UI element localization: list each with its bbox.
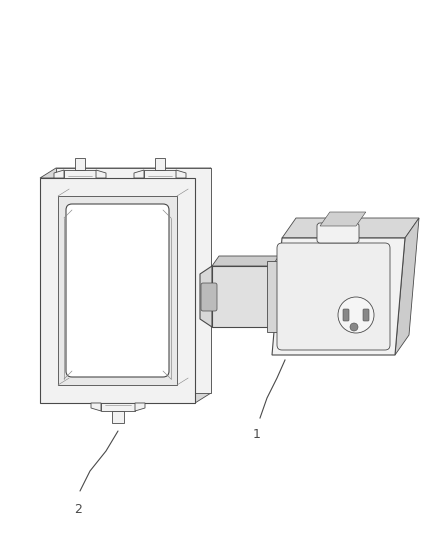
Text: 1: 1: [253, 428, 261, 441]
Polygon shape: [134, 170, 144, 178]
Polygon shape: [320, 212, 366, 226]
Polygon shape: [40, 168, 211, 178]
Polygon shape: [272, 238, 405, 355]
Polygon shape: [101, 403, 135, 411]
Polygon shape: [135, 403, 145, 411]
Text: 2: 2: [74, 503, 82, 516]
Polygon shape: [282, 218, 419, 238]
FancyBboxPatch shape: [277, 243, 390, 350]
FancyBboxPatch shape: [66, 204, 169, 377]
Polygon shape: [267, 261, 280, 332]
FancyBboxPatch shape: [343, 309, 349, 321]
Text: 115V AC: 115V AC: [337, 272, 375, 281]
Circle shape: [350, 323, 358, 331]
Polygon shape: [64, 170, 96, 178]
Polygon shape: [56, 168, 211, 393]
Polygon shape: [75, 158, 85, 170]
FancyBboxPatch shape: [317, 223, 359, 243]
Polygon shape: [195, 168, 211, 403]
Circle shape: [338, 297, 374, 333]
FancyBboxPatch shape: [201, 283, 217, 311]
Polygon shape: [40, 178, 195, 403]
Polygon shape: [144, 170, 176, 178]
Polygon shape: [212, 266, 272, 327]
Polygon shape: [54, 170, 64, 178]
Polygon shape: [200, 266, 212, 327]
Polygon shape: [176, 170, 186, 178]
Text: 150W: 150W: [342, 287, 370, 295]
Polygon shape: [155, 158, 165, 170]
Polygon shape: [91, 403, 101, 411]
FancyBboxPatch shape: [363, 309, 369, 321]
Polygon shape: [395, 218, 419, 355]
Polygon shape: [112, 411, 124, 423]
Polygon shape: [212, 256, 279, 266]
Polygon shape: [58, 196, 177, 385]
Polygon shape: [96, 170, 106, 178]
